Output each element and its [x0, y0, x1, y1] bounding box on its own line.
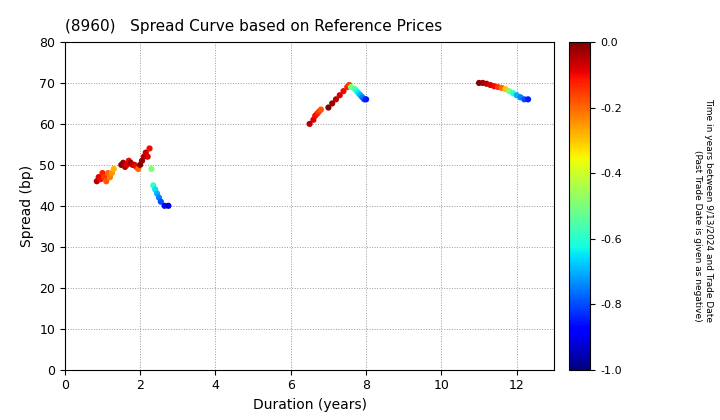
Point — [311, 110, 323, 117]
Text: Time in years between 9/13/2024 and Trade Date
(Past Trade Date is given as nega: Time in years between 9/13/2024 and Trad… — [693, 98, 713, 322]
Point — [511, 92, 523, 99]
Point — [488, 83, 500, 89]
Point — [91, 178, 102, 184]
Point — [343, 81, 355, 88]
Point — [503, 88, 515, 94]
X-axis label: Duration (years): Duration (years) — [253, 398, 366, 412]
Point — [99, 174, 110, 181]
Point — [117, 160, 129, 166]
Point — [522, 96, 534, 102]
Point — [125, 160, 137, 166]
Point — [155, 198, 166, 205]
Point — [95, 176, 107, 183]
Point — [142, 153, 153, 160]
Point — [518, 96, 530, 102]
Point — [153, 194, 165, 201]
Y-axis label: Spread (bp): Spread (bp) — [19, 165, 34, 247]
Point — [492, 84, 504, 90]
Point — [353, 90, 364, 97]
Point — [351, 88, 362, 94]
Point — [338, 88, 349, 94]
Text: (8960)   Spread Curve based on Reference Prices: (8960) Spread Curve based on Reference P… — [65, 19, 442, 34]
Point — [140, 149, 151, 156]
Point — [360, 96, 372, 102]
Point — [496, 84, 508, 91]
Point — [326, 100, 338, 107]
Point — [145, 165, 157, 172]
Point — [127, 161, 138, 168]
Point — [330, 96, 342, 102]
Point — [334, 92, 346, 99]
Point — [315, 106, 327, 113]
Point — [355, 92, 366, 99]
Point — [163, 202, 174, 209]
Point — [346, 84, 357, 90]
Point — [323, 104, 334, 111]
Point — [104, 174, 116, 181]
Point — [481, 80, 492, 87]
Point — [144, 145, 156, 152]
Point — [130, 163, 142, 170]
Point — [121, 161, 132, 168]
Point — [101, 178, 112, 184]
Point — [150, 186, 161, 193]
Point — [349, 86, 361, 92]
Point — [485, 81, 496, 88]
Point — [473, 79, 485, 86]
Point — [120, 163, 131, 170]
Point — [148, 182, 159, 189]
Point — [123, 158, 135, 164]
Point — [138, 153, 150, 160]
Point — [500, 86, 511, 92]
Point — [359, 96, 370, 102]
Point — [313, 108, 325, 115]
Point — [102, 170, 114, 176]
Point — [307, 116, 319, 123]
Point — [507, 90, 518, 97]
Point — [356, 94, 368, 101]
Point — [108, 165, 120, 172]
Point — [106, 170, 117, 176]
Point — [477, 79, 489, 86]
Point — [159, 202, 171, 209]
Point — [135, 161, 146, 168]
Point — [515, 94, 526, 101]
Point — [310, 112, 321, 119]
Point — [129, 161, 140, 168]
Point — [132, 165, 144, 172]
Point — [93, 174, 104, 181]
Point — [115, 161, 127, 168]
Point — [304, 121, 315, 127]
Point — [96, 170, 108, 176]
Point — [341, 84, 353, 90]
Point — [151, 190, 163, 197]
Point — [136, 158, 148, 164]
